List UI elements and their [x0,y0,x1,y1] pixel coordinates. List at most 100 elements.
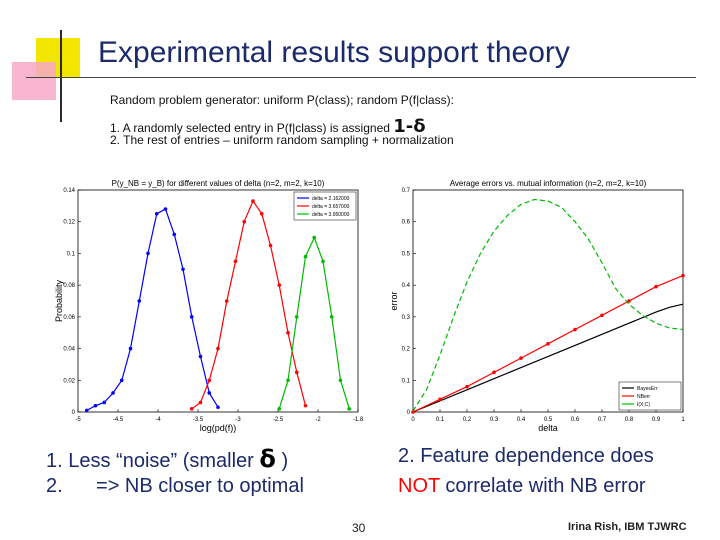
data-point [137,299,142,303]
title-underline [26,77,696,78]
author-footer: Irina Rish, IBM TJWRC [568,521,687,533]
slide-title: Experimental results support theory [98,36,570,69]
data-point [411,410,415,414]
data-point [224,299,229,303]
delta-symbol: δ [259,445,276,473]
y-tick-label: 0.14 [63,188,75,194]
data-point [277,407,282,411]
x-tick-label: 0.2 [463,417,472,423]
left-caption-line-2: 2. => NB closer to optimal [46,475,304,497]
data-point [286,378,290,383]
left-caption-1b: ) [281,450,289,472]
error-chart: Average errors vs. mutual information (n… [385,170,700,450]
data-point [286,330,290,335]
x-axis-label: log(pd(f)) [200,423,237,433]
y-tick-label: 0.2 [402,347,411,353]
data-point [546,342,550,346]
y-tick-label: 0.6 [402,220,411,226]
x-axis-label: delta [538,423,558,433]
y-tick-label: 0.02 [63,378,75,384]
y-tick-label: 0.4 [402,283,411,289]
data-point [119,378,124,383]
not-red-text: NOT [398,475,440,497]
data-point [189,407,194,411]
x-tick-label: 0.6 [571,417,580,423]
data-point [438,397,442,402]
probability-chart: P(y_NB = y_B) for different values of de… [40,170,370,450]
list-item-2: 2. The rest of entries – uniform random … [110,133,454,147]
data-point [216,346,220,351]
data-point [181,267,185,272]
x-tick-label: -3.5 [193,417,204,423]
data-point [216,405,220,410]
error-chart-svg: Average errors vs. mutual information (n… [389,179,685,433]
data-point [338,378,343,383]
data-point [347,407,352,411]
data-point [128,346,133,351]
legend-label: NBerr [637,394,650,400]
x-tick-label: -4 [155,417,161,423]
y-tick-label: 0.5 [402,251,411,257]
x-tick-label: 0.7 [598,417,607,423]
x-tick-label: 1 [681,417,685,423]
x-tick-label: -5 [75,417,81,423]
x-tick-label: -1.8 [353,417,364,423]
list-item-1: 1. A randomly selected entry in P(f|clas… [110,116,426,137]
right-caption-line-1: 2. Feature dependence does [398,445,654,467]
data-point [259,211,264,216]
x-tick-label: 0.5 [544,417,553,423]
series-line [412,303,684,413]
legend-label: BayesErr [637,386,658,392]
data-point [681,273,685,278]
right-caption-2-rest: correlate with NB error [445,475,646,497]
left-caption-1a: 1. Less “noise” (smaller [46,450,254,472]
left-caption-line-1: 1. Less “noise” (smaller δ ) [46,445,288,473]
data-point [627,299,631,303]
corner-vertical-line [60,30,62,122]
data-point [492,370,496,375]
page-number: 30 [352,521,366,535]
data-point [294,370,299,375]
data-point [207,391,212,395]
chart-title: Average errors vs. mutual information (n… [450,179,647,188]
y-tick-label: 0.12 [63,220,75,226]
x-tick-label: 0.4 [517,417,526,423]
data-point [146,251,150,256]
data-point [207,378,212,383]
legend-label: I(X;C) [637,402,650,408]
data-point [198,400,203,405]
y-tick-label: 0.06 [63,315,75,321]
y-tick-label: 0.1 [67,251,76,257]
data-point [600,313,604,318]
series-line [191,199,307,410]
data-point [303,403,308,408]
data-point [84,408,89,413]
plot-area [412,189,684,413]
x-tick-label: 0.1 [436,417,445,423]
right-caption-line-2: NOT correlate with NB error [398,475,645,498]
series-line [86,208,219,411]
data-point [277,283,282,287]
x-tick-label: 0.9 [652,417,661,423]
y-tick-label: 0.1 [402,378,411,384]
list-item-1-text: 1. A randomly selected entry in P(f|clas… [110,121,390,135]
data-point [163,207,168,211]
data-point [111,391,115,395]
probability-chart-svg: P(y_NB = y_B) for different values of de… [54,179,364,433]
series-line [412,198,684,412]
data-point [294,315,299,319]
data-point [321,259,325,264]
x-tick-label: 0.3 [490,417,499,423]
data-point [519,356,523,360]
data-point [172,232,177,237]
data-point [189,315,194,319]
data-point [233,259,238,264]
y-tick-label: 0.3 [402,315,411,321]
one-minus-delta-formula: 1-δ [393,116,426,137]
intro-text: Random problem generator: uniform P(clas… [110,93,454,107]
y-tick-label: 0.7 [402,188,411,194]
data-point [329,315,334,319]
data-point [102,400,107,405]
y-axis-label: error [389,291,399,310]
y-tick-label: 0.08 [63,283,75,289]
